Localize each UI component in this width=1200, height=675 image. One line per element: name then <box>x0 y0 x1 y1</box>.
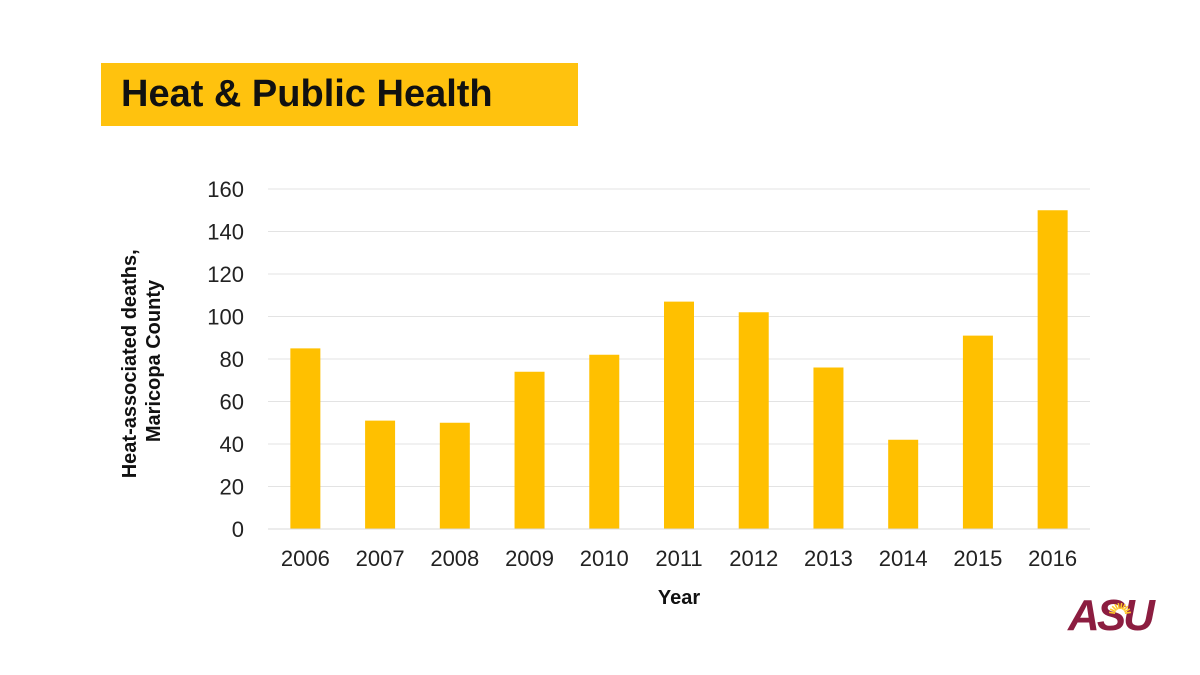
bar-2006 <box>290 348 321 529</box>
x-axis-title: Year <box>658 587 700 609</box>
bars <box>290 210 1068 529</box>
asu-logo: ASU <box>1067 592 1156 636</box>
y-tick-label: 140 <box>207 220 244 245</box>
bar-2008 <box>439 422 470 529</box>
sun-ray <box>1124 611 1131 615</box>
bar-2010 <box>589 354 620 529</box>
asu-logo-text: ASU <box>1067 592 1156 636</box>
x-tick-label: 2016 <box>1028 546 1077 571</box>
x-tick-label: 2015 <box>953 546 1002 571</box>
x-tick-label: 2010 <box>580 546 629 571</box>
sun-ray <box>1114 603 1119 610</box>
x-tick-label: 2008 <box>430 546 479 571</box>
sun-ray <box>1121 603 1126 610</box>
sun-ray <box>1109 608 1116 613</box>
slide-title: Heat & Public Health <box>121 73 493 115</box>
x-tick-label: 2009 <box>505 546 554 571</box>
asu-sun-icon <box>1109 603 1131 615</box>
bar-2015 <box>962 335 993 529</box>
x-tick-label: 2007 <box>356 546 405 571</box>
x-tick-label: 2006 <box>281 546 330 571</box>
sun-ray <box>1119 603 1123 610</box>
y-tick-label: 120 <box>207 262 244 287</box>
y-axis-title-line-2: Maricopa County <box>143 279 165 442</box>
x-axis-ticks: 2006 2007 2008 2009 2010 2011 2012 2013 2014 2015… <box>281 546 1077 571</box>
bar-2013 <box>813 367 844 529</box>
bar-2012 <box>738 312 769 529</box>
y-tick-label: 100 <box>207 305 244 330</box>
y-tick-label: 40 <box>220 432 244 457</box>
sun-ray <box>1117 603 1121 610</box>
y-axis-title-line-1: Heat-associated deaths, <box>119 249 141 478</box>
y-tick-label: 80 <box>220 347 244 372</box>
y-tick-label: 0 <box>232 517 244 542</box>
bar-2009 <box>514 371 545 529</box>
title-banner: Heat & Public Health <box>101 63 578 126</box>
y-tick-label: 60 <box>220 390 244 415</box>
sun-ray <box>1111 605 1118 612</box>
bar-2007 <box>365 420 396 529</box>
x-tick-label: 2011 <box>655 546 702 571</box>
sun-ray <box>1109 611 1116 615</box>
bar-2014 <box>888 439 919 529</box>
bar-2016 <box>1037 210 1068 529</box>
y-axis-ticks: 0 20 40 60 80 100 120 140 160 <box>207 177 244 542</box>
y-axis-title: Heat-associated deaths, Maricopa County <box>119 244 165 479</box>
sun-ray <box>1124 608 1131 613</box>
x-tick-label: 2012 <box>729 546 778 571</box>
sun-ray <box>1122 605 1129 612</box>
x-tick-label: 2013 <box>804 546 853 571</box>
y-tick-label: 20 <box>220 475 244 500</box>
bar-2011 <box>664 301 694 529</box>
y-tick-label: 160 <box>207 177 244 202</box>
x-tick-label: 2014 <box>879 546 928 571</box>
